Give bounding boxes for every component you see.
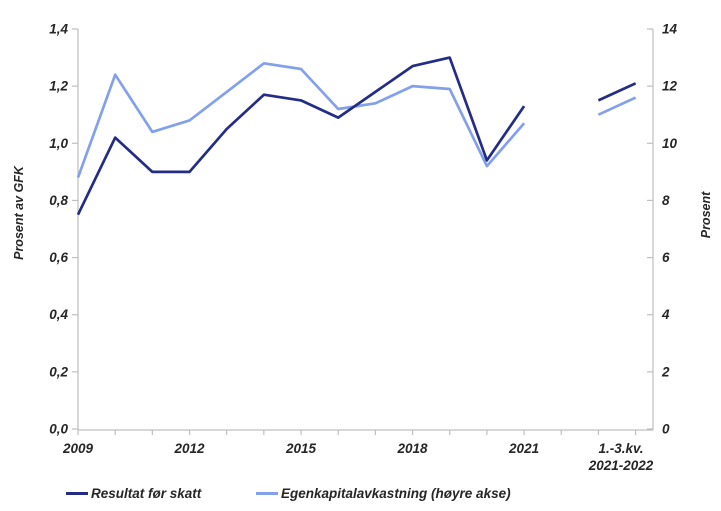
svg-text:6: 6 xyxy=(662,250,670,265)
legend-swatch-resultat xyxy=(66,492,88,495)
legend-swatch-egenkapitalavkastning xyxy=(256,492,278,495)
svg-text:0: 0 xyxy=(662,422,670,437)
svg-text:8: 8 xyxy=(662,193,670,208)
svg-text:2021: 2021 xyxy=(508,441,539,456)
svg-text:2015: 2015 xyxy=(285,441,317,456)
legend-item-egenkapitalavkastning: Egenkapitalavkastning (høyre akse) xyxy=(256,486,511,501)
svg-text:4: 4 xyxy=(661,307,670,322)
left-axis-title: Prosent av GFK xyxy=(12,166,26,260)
svg-text:1.-3.kv.: 1.-3.kv. xyxy=(598,441,643,456)
svg-text:0,6: 0,6 xyxy=(49,250,68,265)
svg-text:2: 2 xyxy=(661,364,670,379)
svg-text:12: 12 xyxy=(662,79,678,94)
svg-text:1,4: 1,4 xyxy=(49,22,68,37)
legend-label-resultat: Resultat før skatt xyxy=(91,486,202,501)
svg-text:2009: 2009 xyxy=(62,441,94,456)
right-axis-title: Prosent xyxy=(699,191,713,239)
legend-item-resultat: Resultat før skatt xyxy=(66,486,201,501)
svg-text:0,0: 0,0 xyxy=(49,422,68,437)
svg-text:0,2: 0,2 xyxy=(49,364,68,379)
svg-text:2018: 2018 xyxy=(397,441,429,456)
svg-text:10: 10 xyxy=(662,136,678,151)
svg-text:2021-2022: 2021-2022 xyxy=(588,458,654,473)
svg-text:0,8: 0,8 xyxy=(49,193,68,208)
svg-text:1,0: 1,0 xyxy=(49,136,68,151)
series-line xyxy=(76,56,637,216)
svg-text:14: 14 xyxy=(662,22,678,37)
svg-text:2012: 2012 xyxy=(173,441,205,456)
svg-text:0,4: 0,4 xyxy=(49,307,68,322)
svg-text:1,2: 1,2 xyxy=(49,79,68,94)
legend-label-egenkapitalavkastning: Egenkapitalavkastning (høyre akse) xyxy=(281,486,511,501)
series-line xyxy=(76,61,637,179)
